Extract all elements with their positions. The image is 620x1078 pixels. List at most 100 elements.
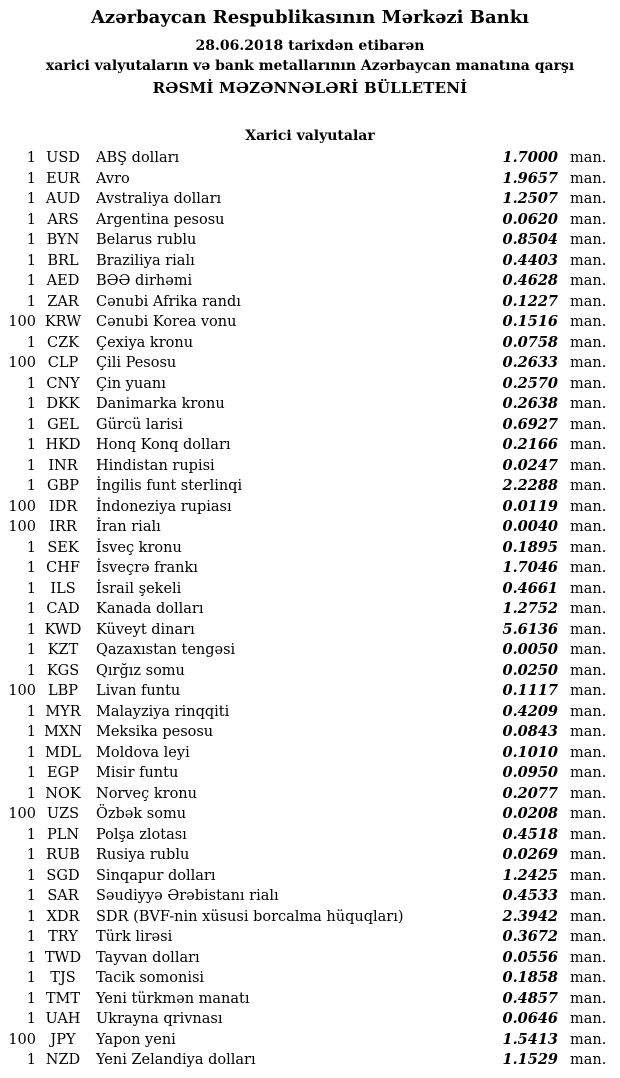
rate-row: 100 IRR İran rialı 0.0040 man. <box>0 517 620 538</box>
rate-row: 1 EGP Misir funtu 0.0950 man. <box>0 763 620 784</box>
unit-label: man. <box>570 867 607 884</box>
exchange-rate: 0.2166 <box>502 436 559 453</box>
rate-row: 1 SGD Sinqapur dolları 1.2425 man. <box>0 866 620 887</box>
rate-row: 1 SEK İsveç kronu 0.1895 man. <box>0 538 620 559</box>
rate-row: 100 IDR İndoneziya rupiası 0.0119 man. <box>0 497 620 518</box>
quantity: 1 <box>26 990 36 1007</box>
currency-code: CHF <box>46 560 80 576</box>
currency-name: Malayziya rinqqiti <box>96 703 230 720</box>
rate-row: 1 TWD Tayvan dolları 0.0556 man. <box>0 948 620 969</box>
exchange-rate: 1.1529 <box>502 1051 559 1068</box>
currency-code: KGS <box>46 662 80 679</box>
unit-label: man. <box>570 601 607 617</box>
unit-label: man. <box>570 1031 607 1048</box>
exchange-rate: 0.1516 <box>502 313 559 330</box>
rate-row: 1 NZD Yeni Zelandiya dolları 1.1529 man. <box>0 1050 620 1071</box>
currency-name: Çili Pesosu <box>96 355 177 371</box>
currency-code: AUD <box>45 191 81 207</box>
exchange-rate: 2.2288 <box>502 477 559 494</box>
quantity: 1 <box>26 785 36 802</box>
currency-name: Özbək somu <box>96 806 187 822</box>
bulletin-title: RƏSMİ MƏZƏNNƏLƏRİ BÜLLETENİ <box>152 79 468 97</box>
quantity: 1 <box>26 416 36 433</box>
currency-name: Qazaxıstan tengəsi <box>96 642 236 658</box>
unit-label: man. <box>570 457 607 474</box>
currency-code: CLP <box>47 355 79 371</box>
currency-name: Hindistan rupisi <box>96 457 215 474</box>
currency-code: LBP <box>47 683 79 699</box>
unit-label: man. <box>570 949 607 966</box>
currency-code: RUB <box>46 847 80 863</box>
exchange-rate: 5.6136 <box>502 620 559 638</box>
currency-name: İsrail şekeli <box>96 580 182 597</box>
currency-name: Belarus rublu <box>96 232 197 248</box>
quantity: 1 <box>26 293 36 310</box>
rate-row: 1 CAD Kanada dolları 1.2752 man. <box>0 599 620 620</box>
exchange-rate: 1.2507 <box>502 190 559 207</box>
rate-row: 1 GEL Gürcü larisi 0.6927 man. <box>0 415 620 436</box>
unit-label: man. <box>570 252 607 269</box>
currency-name: Sinqapur dolları <box>96 867 216 884</box>
currency-name: Rusiya rublu <box>96 847 190 863</box>
currency-code: GEL <box>47 416 79 433</box>
quantity: 1 <box>26 211 36 228</box>
quantity: 1 <box>26 478 36 494</box>
rate-row: 100 JPY Yapon yeni 1.5413 man. <box>0 1030 620 1051</box>
unit-label: man. <box>570 621 607 638</box>
unit-label: man. <box>570 478 607 494</box>
currency-name: Tayvan dolları <box>96 949 200 966</box>
quantity: 1 <box>26 601 36 617</box>
currency-name: Avstraliya dolları <box>96 191 222 207</box>
currency-name: Honq Konq dolları <box>96 437 231 453</box>
unit-label: man. <box>570 580 607 597</box>
quantity: 1 <box>26 703 36 720</box>
rate-row: 1 GBP İngilis funt sterlinqi 2.2288 man. <box>0 476 620 497</box>
unit-label: man. <box>570 334 607 351</box>
section-title-foreign-currencies: Xarici valyutalar <box>245 128 375 144</box>
unit-label: man. <box>570 888 607 904</box>
currency-code: IRR <box>49 519 77 535</box>
currency-code: EGP <box>47 765 79 781</box>
quantity: 1 <box>26 170 36 187</box>
quantity: 1 <box>26 560 36 576</box>
exchange-rate: 1.2425 <box>502 866 559 884</box>
exchange-rate: 1.2752 <box>502 600 559 617</box>
quantity: 100 <box>8 314 36 330</box>
rate-row: 1 AUD Avstraliya dolları 1.2507 man. <box>0 189 620 210</box>
quantity: 1 <box>26 642 36 658</box>
rate-row: 1 NOK Norveç kronu 0.2077 man. <box>0 784 620 805</box>
rate-row: 1 SAR Səudiyyə Ərəbistanı rialı 0.4533 m… <box>0 886 620 907</box>
quantity: 1 <box>26 621 36 638</box>
unit-label: man. <box>570 355 607 371</box>
currency-code: EUR <box>46 170 80 187</box>
exchange-rate: 0.2077 <box>502 784 559 802</box>
quantity: 1 <box>26 1011 36 1027</box>
currency-code: GBP <box>47 478 79 494</box>
currency-code: ZAR <box>47 293 79 310</box>
currency-code: BYN <box>46 232 80 248</box>
currency-name: Livan funtu <box>96 683 181 699</box>
quantity: 1 <box>26 150 36 166</box>
unit-label: man. <box>570 170 607 187</box>
currency-code: HKD <box>45 437 81 453</box>
exchange-rate: 0.2570 <box>502 374 559 392</box>
currency-code: SAR <box>47 888 79 904</box>
currency-name: Misir funtu <box>96 765 179 781</box>
rate-row: 1 MDL Moldova leyi 0.1010 man. <box>0 743 620 764</box>
quantity: 1 <box>26 396 36 412</box>
quantity: 1 <box>26 765 36 781</box>
currency-code: IDR <box>48 498 78 515</box>
exchange-rate: 0.3672 <box>502 928 559 945</box>
bank-title: Azərbaycan Respublikasının Mərkəzi Bankı <box>90 7 530 28</box>
rate-row: 1 ZAR Cənubi Afrika randı 0.1227 man. <box>0 292 620 313</box>
quantity: 1 <box>26 888 36 904</box>
unit-label: man. <box>570 826 607 843</box>
currency-code: SEK <box>47 539 79 556</box>
currency-name: Qırğız somu <box>96 662 185 679</box>
exchange-rate: 0.4661 <box>502 579 559 597</box>
rate-row: 1 DKK Danimarka kronu 0.2638 man. <box>0 394 620 415</box>
quantity: 1 <box>26 1052 36 1068</box>
unit-label: man. <box>570 519 607 535</box>
rate-row: 1 XDR SDR (BVF-nin xüsusi borcalma hüquq… <box>0 907 620 928</box>
currency-name: Çin yuanı <box>96 375 166 392</box>
